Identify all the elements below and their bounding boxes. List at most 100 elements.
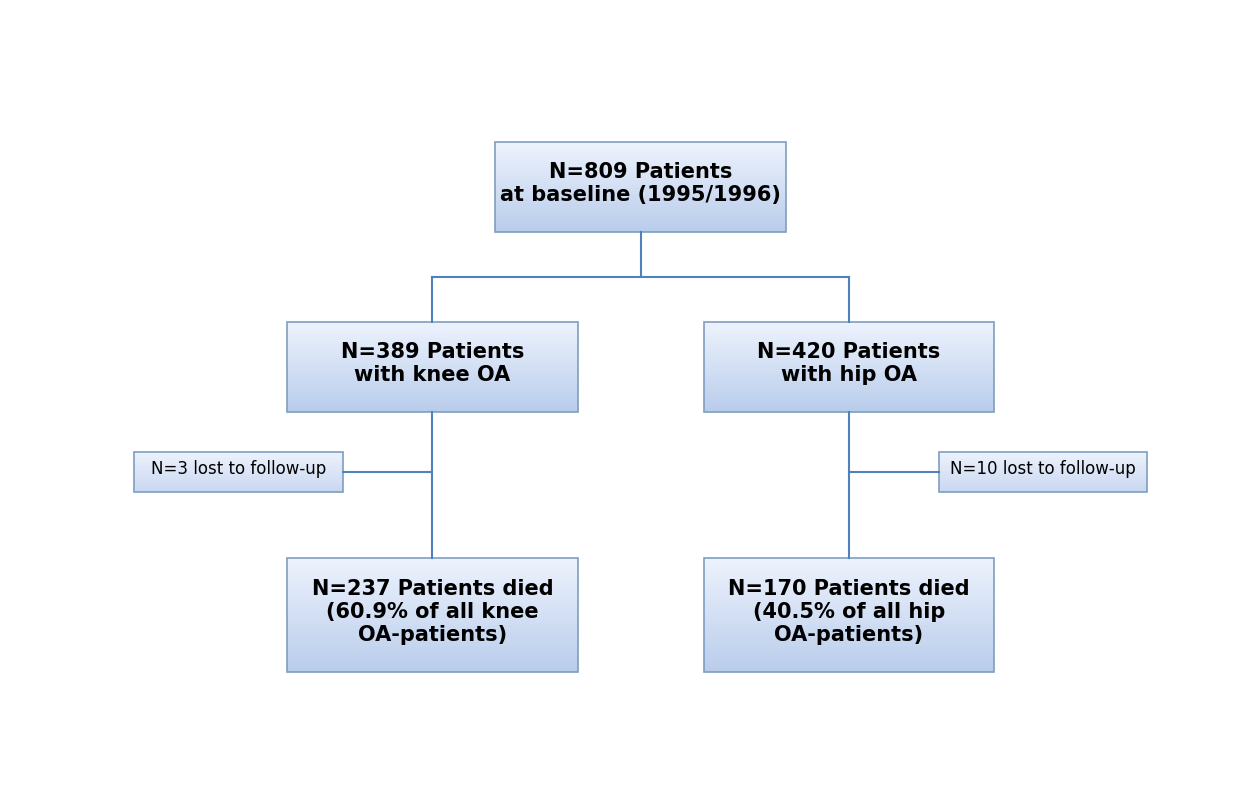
Bar bbox=[288, 355, 578, 356]
Bar bbox=[704, 607, 994, 609]
Bar bbox=[495, 208, 786, 210]
Bar bbox=[288, 629, 578, 630]
Bar bbox=[495, 206, 786, 208]
Bar bbox=[288, 323, 578, 325]
Bar bbox=[704, 561, 994, 563]
Bar bbox=[704, 592, 994, 594]
Bar bbox=[288, 667, 578, 668]
Bar bbox=[704, 586, 994, 588]
Bar bbox=[704, 398, 994, 400]
Bar bbox=[704, 328, 994, 329]
Bar bbox=[288, 401, 578, 403]
Bar bbox=[704, 334, 994, 335]
Bar bbox=[288, 605, 578, 607]
Bar bbox=[288, 326, 578, 328]
Bar bbox=[495, 185, 786, 187]
Bar bbox=[495, 163, 786, 164]
Bar bbox=[288, 407, 578, 409]
Bar bbox=[704, 388, 994, 389]
Bar bbox=[288, 405, 578, 407]
Bar bbox=[495, 151, 786, 152]
Bar bbox=[288, 358, 578, 359]
Bar bbox=[704, 668, 994, 671]
Bar bbox=[704, 386, 994, 388]
Bar bbox=[704, 379, 994, 380]
Bar bbox=[704, 326, 994, 328]
Bar bbox=[704, 634, 994, 636]
Bar bbox=[704, 405, 994, 407]
Bar bbox=[704, 665, 994, 667]
Bar bbox=[704, 605, 994, 607]
Bar bbox=[704, 370, 994, 372]
Bar bbox=[704, 325, 994, 326]
Bar bbox=[288, 575, 578, 576]
Bar bbox=[704, 350, 994, 351]
Bar bbox=[704, 653, 994, 655]
Bar bbox=[288, 579, 578, 580]
Bar bbox=[288, 341, 578, 343]
Bar bbox=[704, 409, 994, 410]
Bar bbox=[288, 632, 578, 634]
Bar bbox=[495, 175, 786, 177]
Bar bbox=[704, 632, 994, 634]
Bar bbox=[288, 571, 578, 573]
Bar bbox=[704, 391, 994, 393]
Bar bbox=[288, 598, 578, 600]
Bar bbox=[704, 667, 994, 668]
Bar bbox=[495, 215, 786, 217]
Bar bbox=[704, 358, 994, 359]
Bar bbox=[495, 191, 786, 193]
Bar bbox=[288, 565, 578, 567]
Bar bbox=[704, 638, 994, 640]
Bar bbox=[495, 172, 786, 173]
Bar bbox=[288, 374, 578, 376]
Bar bbox=[288, 596, 578, 598]
Bar bbox=[704, 380, 994, 382]
Bar bbox=[704, 353, 994, 355]
Bar bbox=[288, 334, 578, 335]
Bar bbox=[704, 367, 994, 368]
Bar bbox=[704, 404, 994, 405]
Bar bbox=[288, 343, 578, 344]
Bar bbox=[288, 663, 578, 665]
Bar bbox=[495, 218, 786, 220]
Bar bbox=[495, 217, 786, 218]
Bar bbox=[704, 372, 994, 374]
Bar bbox=[288, 379, 578, 380]
Bar bbox=[704, 368, 994, 370]
Bar bbox=[288, 668, 578, 671]
Bar bbox=[704, 339, 994, 341]
Bar bbox=[288, 590, 578, 592]
Bar bbox=[288, 325, 578, 326]
Bar bbox=[704, 594, 994, 596]
Bar bbox=[704, 598, 994, 600]
Bar bbox=[495, 177, 786, 179]
Bar bbox=[288, 634, 578, 636]
Bar bbox=[495, 187, 786, 189]
Bar bbox=[288, 567, 578, 569]
Bar bbox=[288, 646, 578, 647]
Bar bbox=[939, 452, 1146, 492]
Bar bbox=[704, 619, 994, 621]
Bar bbox=[495, 160, 786, 161]
Bar bbox=[704, 393, 994, 395]
Bar bbox=[288, 362, 578, 364]
Bar bbox=[704, 609, 994, 611]
Bar bbox=[288, 600, 578, 601]
Bar bbox=[704, 601, 994, 604]
Bar bbox=[704, 642, 994, 644]
Bar bbox=[288, 626, 578, 629]
Bar bbox=[704, 636, 994, 638]
Bar bbox=[288, 356, 578, 358]
Bar bbox=[704, 335, 994, 337]
Bar bbox=[704, 671, 994, 672]
Bar bbox=[495, 166, 786, 167]
Bar bbox=[288, 588, 578, 590]
Bar bbox=[704, 575, 994, 576]
Bar bbox=[704, 330, 994, 332]
Bar bbox=[288, 386, 578, 388]
Bar bbox=[495, 226, 786, 227]
Bar bbox=[495, 167, 786, 168]
Bar bbox=[495, 200, 786, 202]
Bar bbox=[704, 646, 994, 647]
